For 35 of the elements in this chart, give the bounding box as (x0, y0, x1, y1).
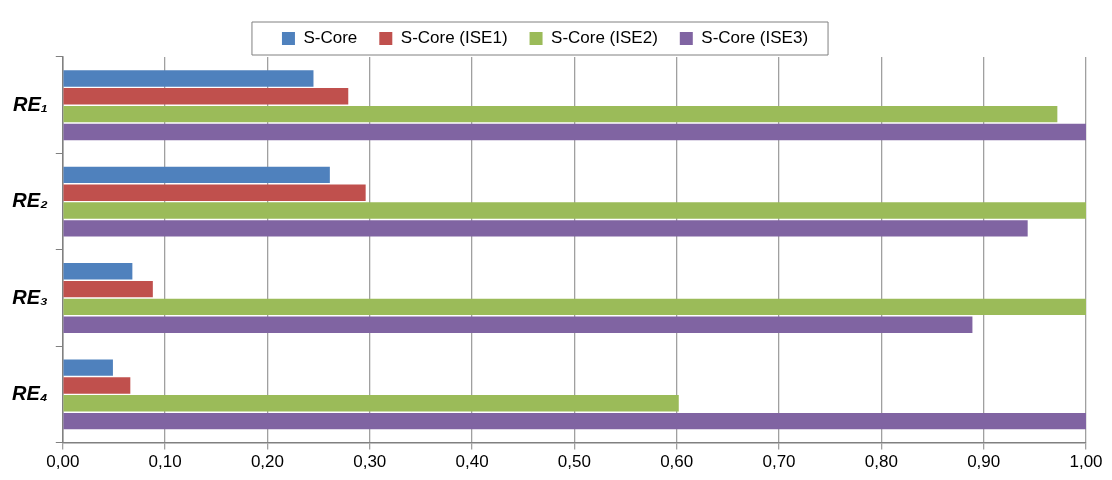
bar (63, 280, 153, 298)
bar (63, 298, 1086, 316)
legend-label: S-Core (ISE3) (701, 28, 809, 48)
bar (63, 184, 366, 201)
x-tick-label: 0,00 (46, 452, 80, 472)
x-tick-label: 0,30 (353, 452, 387, 472)
legend-label: S-Core (303, 28, 358, 48)
x-tick-label: 0,90 (967, 452, 1001, 472)
bar (63, 412, 1086, 430)
bar (63, 88, 349, 105)
y-tick-label: RE₁ (12, 92, 48, 115)
legend-label: S-Core (ISE1) (400, 28, 508, 48)
y-tick-label: RE₃ (12, 285, 49, 308)
bar (63, 202, 1086, 219)
x-tick-label: 0,10 (148, 452, 182, 472)
y-tick-label: RE₂ (12, 189, 49, 212)
bar (63, 123, 1086, 141)
bar (63, 395, 679, 412)
bar (63, 105, 1058, 123)
y-tick-label: RE₄ (11, 381, 48, 404)
legend-label: S-Core (ISE2) (551, 28, 658, 48)
bar (63, 220, 1028, 237)
x-tick-label: 0,80 (864, 452, 898, 472)
bar (63, 316, 973, 333)
x-tick-label: 0,20 (250, 452, 284, 472)
bar (63, 377, 131, 394)
bar (63, 263, 133, 280)
x-tick-label: 0,50 (557, 452, 591, 472)
x-tick-label: 0,60 (660, 452, 694, 472)
x-tick-label: 0,70 (762, 452, 796, 472)
bar (63, 166, 330, 184)
x-tick-label: 0,40 (455, 452, 489, 472)
bar (63, 70, 314, 87)
x-tick-label: 1,00 (1069, 452, 1103, 472)
bar (63, 359, 113, 376)
